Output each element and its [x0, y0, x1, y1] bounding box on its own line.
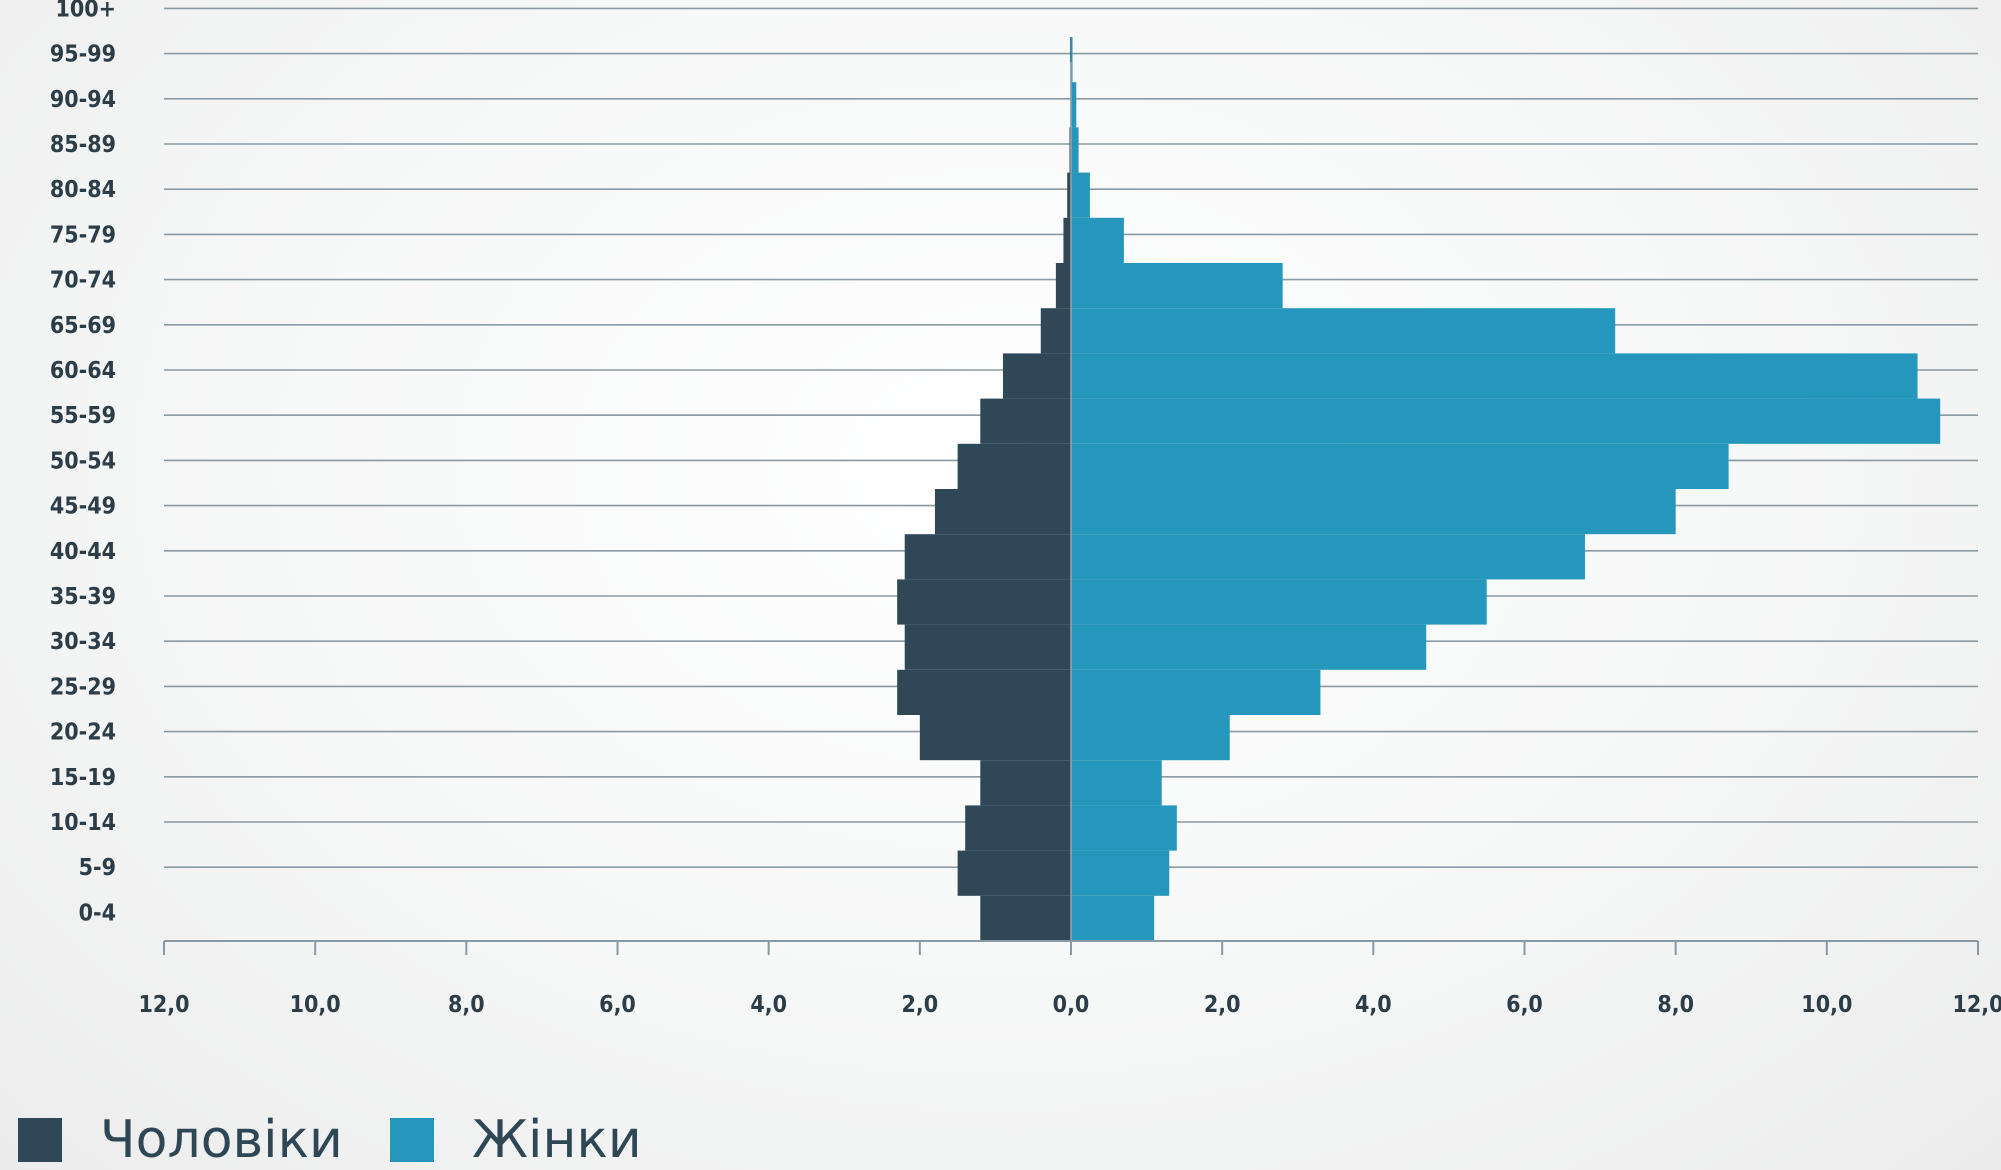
x-tick-label-7: 2,0	[1204, 992, 1241, 1018]
bar-women-65-69	[1071, 308, 1616, 354]
y-tick-label-15-19: 15-19	[50, 765, 116, 791]
y-tick-label-65-69: 65-69	[50, 313, 116, 339]
bar-women-45-49	[1071, 489, 1676, 535]
bar-women-25-29	[1071, 669, 1321, 715]
legend-swatch-men	[18, 1118, 62, 1162]
x-axis	[163, 62, 1979, 955]
x-tick-label-5: 2,0	[902, 992, 939, 1018]
bar-men-45-49	[934, 489, 1071, 535]
bar-women-70-74	[1071, 263, 1283, 309]
bar-men-0-4	[980, 895, 1071, 941]
legend-label-men: Чоловіки	[100, 1110, 343, 1170]
x-tick-label-10: 8,0	[1657, 992, 1694, 1018]
bar-women-80-84	[1071, 172, 1090, 218]
y-tick-label-60-64: 60-64	[50, 358, 116, 384]
y-tick-label-80-84: 80-84	[50, 177, 116, 203]
bar-women-0-4	[1071, 895, 1155, 941]
y-tick-label-25-29: 25-29	[50, 674, 116, 700]
y-tick-label-55-59: 55-59	[50, 403, 116, 429]
bar-women-35-39	[1071, 579, 1487, 625]
bar-men-70-74	[1055, 263, 1071, 309]
y-tick-label-100+: 100+	[55, 0, 116, 22]
x-tick-label-8: 4,0	[1355, 992, 1392, 1018]
bar-men-30-34	[904, 624, 1071, 670]
y-tick-label-35-39: 35-39	[50, 584, 116, 610]
bar-women-5-9	[1071, 850, 1170, 896]
x-tick-label-4: 4,0	[750, 992, 787, 1018]
legend: Чоловіки Жінки	[18, 1110, 642, 1170]
bar-women-15-19	[1071, 760, 1162, 806]
bar-men-5-9	[957, 850, 1071, 896]
x-tick-label-3: 6,0	[599, 992, 636, 1018]
bar-men-95-99	[1070, 37, 1071, 83]
x-tick-label-12: 12,0	[1952, 992, 2001, 1018]
y-axis-labels: 0-4 5-9 10-14 15-19 20-24 25-29 30-34 35-39 40-4…	[50, 0, 116, 926]
bar-men-65-69	[1040, 308, 1071, 354]
bar-men-75-79	[1063, 217, 1071, 263]
y-tick-label-30-34: 30-34	[50, 629, 116, 655]
bar-men-80-84	[1067, 172, 1071, 218]
bar-men-20-24	[919, 715, 1071, 761]
x-tick-label-2: 8,0	[448, 992, 485, 1018]
bar-women-10-14	[1071, 805, 1177, 851]
bar-men-35-39	[897, 579, 1071, 625]
bar-women-85-89	[1071, 127, 1079, 173]
bar-women-60-64	[1071, 353, 1918, 399]
bar-women-90-94	[1071, 82, 1077, 128]
bars	[897, 37, 1941, 941]
legend-label-women: Жінки	[472, 1110, 642, 1170]
x-tick-label-9: 6,0	[1506, 992, 1543, 1018]
bar-women-75-79	[1071, 217, 1124, 263]
y-tick-label-70-74: 70-74	[50, 268, 116, 294]
y-tick-label-10-14: 10-14	[50, 810, 116, 836]
y-tick-label-50-54: 50-54	[50, 448, 116, 474]
bar-women-20-24	[1071, 715, 1230, 761]
bar-women-95-99	[1071, 37, 1073, 83]
bar-women-50-54	[1071, 443, 1729, 489]
bar-men-55-59	[980, 398, 1071, 444]
legend-swatch-women	[390, 1118, 434, 1162]
bar-men-25-29	[897, 669, 1071, 715]
y-tick-label-75-79: 75-79	[50, 222, 116, 248]
x-tick-label-6: 0,0	[1053, 992, 1090, 1018]
bar-men-85-89	[1069, 127, 1071, 173]
y-tick-label-95-99: 95-99	[50, 42, 116, 68]
x-tick-label-11: 10,0	[1801, 992, 1852, 1018]
y-tick-label-5-9: 5-9	[79, 855, 116, 881]
y-tick-label-20-24: 20-24	[50, 720, 116, 746]
x-axis-labels: 12,0 10,0 8,0 6,0 4,0 2,0 0,0 2,0 4,0 6,0 8,0 10,0 1…	[138, 992, 2001, 1018]
bar-men-40-44	[904, 534, 1071, 580]
y-tick-label-85-89: 85-89	[50, 132, 116, 158]
x-tick-label-1: 10,0	[290, 992, 341, 1018]
y-tick-label-90-94: 90-94	[50, 87, 116, 113]
bar-men-50-54	[957, 443, 1071, 489]
bar-men-15-19	[980, 760, 1071, 806]
y-tick-label-45-49: 45-49	[50, 494, 116, 520]
bar-women-30-34	[1071, 624, 1427, 670]
bar-women-55-59	[1071, 398, 1941, 444]
bar-women-40-44	[1071, 534, 1585, 580]
y-tick-label-40-44: 40-44	[50, 539, 116, 565]
y-tick-label-0-4: 0-4	[79, 900, 116, 926]
x-tick-label-0: 12,0	[138, 992, 189, 1018]
bar-men-10-14	[965, 805, 1071, 851]
bar-men-60-64	[1002, 353, 1071, 399]
